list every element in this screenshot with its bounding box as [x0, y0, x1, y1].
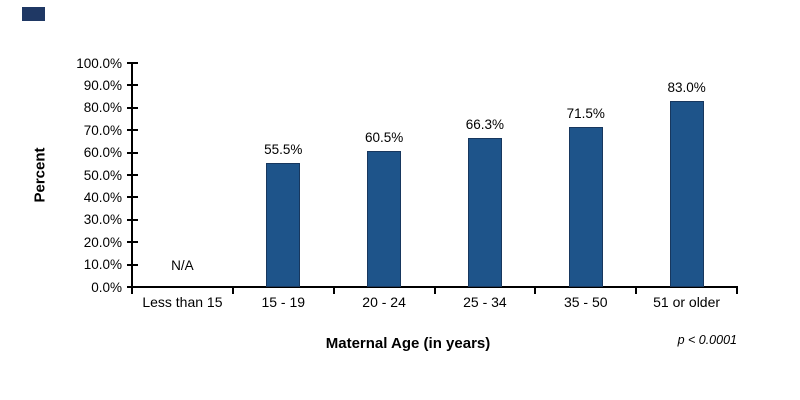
x-axis-title: Maternal Age (in years)	[325, 335, 491, 352]
x-axis-tick	[332, 286, 335, 294]
y-tick-label: 30.0%	[83, 212, 122, 228]
x-category-label: Less than 15	[142, 294, 223, 310]
x-category-label: 51 or older	[653, 294, 721, 310]
y-tick-label: 90.0%	[83, 77, 122, 93]
bar	[669, 101, 704, 287]
x-category-label: 15 - 19	[261, 294, 306, 310]
y-tick-label: 80.0%	[83, 100, 122, 116]
y-tick-label: 10.0%	[83, 257, 122, 273]
bar	[266, 162, 301, 287]
y-axis-tick	[127, 106, 138, 109]
corner-accent-rect	[22, 7, 45, 21]
y-axis-tick	[127, 62, 138, 64]
y-axis-tick	[127, 129, 138, 132]
y-axis-tick	[127, 218, 138, 221]
y-tick-label: 100.0%	[76, 55, 122, 71]
y-tick-label: 20.0%	[83, 234, 122, 250]
x-category-label: 35 - 50	[563, 294, 608, 310]
x-axis-tick	[433, 286, 436, 294]
y-axis-tick	[127, 84, 138, 87]
y-tick-label: 40.0%	[83, 189, 122, 205]
x-category-label: 20 - 24	[362, 294, 406, 310]
x-axis-tick	[231, 286, 234, 294]
p-value-annotation: p < 0.0001	[677, 333, 737, 347]
bar-value-label: 71.5%	[566, 105, 605, 121]
x-axis-tick	[534, 286, 537, 294]
y-axis-title: Percent	[31, 147, 49, 203]
y-axis-tick	[127, 241, 138, 244]
x-axis-tick	[131, 286, 133, 294]
y-tick-label: 0.0%	[91, 279, 122, 295]
y-axis-tick	[127, 263, 138, 266]
x-axis-tick	[736, 286, 738, 294]
bar-value-label: 60.5%	[364, 130, 404, 146]
bar-value-label: 55.5%	[264, 141, 303, 157]
x-axis-tick	[635, 286, 638, 294]
y-axis-tick	[127, 196, 138, 199]
y-axis-tick	[127, 151, 138, 154]
bar-value-label: 83.0%	[667, 80, 706, 96]
y-axis-tick	[127, 174, 138, 176]
bar	[568, 126, 603, 287]
x-category-label: 25 - 34	[463, 294, 507, 310]
y-tick-label: 60.0%	[83, 145, 122, 161]
na-label: N/A	[171, 258, 194, 273]
bar-value-label: 66.3%	[465, 117, 505, 133]
y-tick-label: 70.0%	[83, 122, 122, 138]
bar	[467, 138, 502, 287]
bar	[367, 151, 402, 287]
y-tick-label: 50.0%	[83, 167, 122, 183]
